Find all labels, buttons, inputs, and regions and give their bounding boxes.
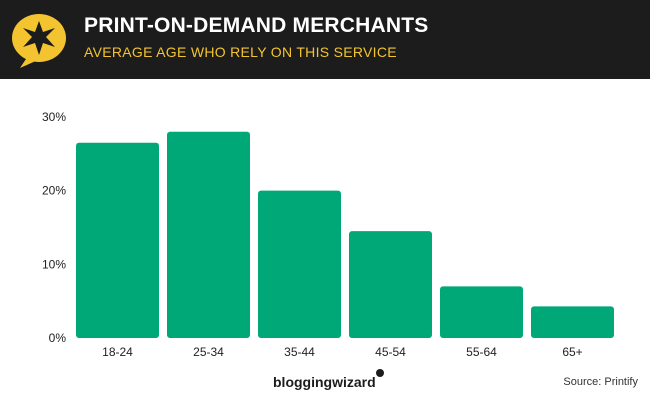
header-banner: PRINT-ON-DEMAND MERCHANTS AVERAGE AGE WH… (0, 0, 650, 79)
source-note: Source: Printify (563, 376, 638, 388)
x-tick-label: 45-54 (375, 345, 406, 359)
bar-65+ (531, 306, 614, 338)
x-tick-label: 65+ (562, 345, 582, 359)
x-tick-label: 18-24 (102, 345, 133, 359)
bar-35-44 (258, 190, 341, 338)
page-subtitle: AVERAGE AGE WHO RELY ON THIS SERVICE (84, 44, 397, 60)
bar-chart: 0% 10% 20% 30% 18-24 25-34 35-44 45-54 55-64 65+ (42, 110, 614, 359)
x-tick-label: 55-64 (466, 345, 497, 359)
y-tick-label: 0% (49, 331, 67, 345)
bar-18-24 (76, 142, 159, 338)
y-tick-label: 20% (42, 184, 66, 198)
y-tick-label: 30% (42, 110, 66, 124)
bar-25-34 (167, 131, 250, 338)
star-badge-icon (12, 14, 66, 68)
logo-dot-icon (375, 369, 384, 377)
x-tick-label: 35-44 (284, 345, 315, 359)
y-tick-label: 10% (42, 257, 66, 271)
bar-55-64 (440, 286, 523, 338)
page-title: PRINT-ON-DEMAND MERCHANTS (84, 14, 429, 37)
brand-logo-text: bloggingwizard (273, 374, 376, 390)
x-tick-label: 25-34 (193, 345, 224, 359)
brand-logo: bloggingwizard (273, 369, 384, 390)
bar-45-54 (349, 231, 432, 338)
